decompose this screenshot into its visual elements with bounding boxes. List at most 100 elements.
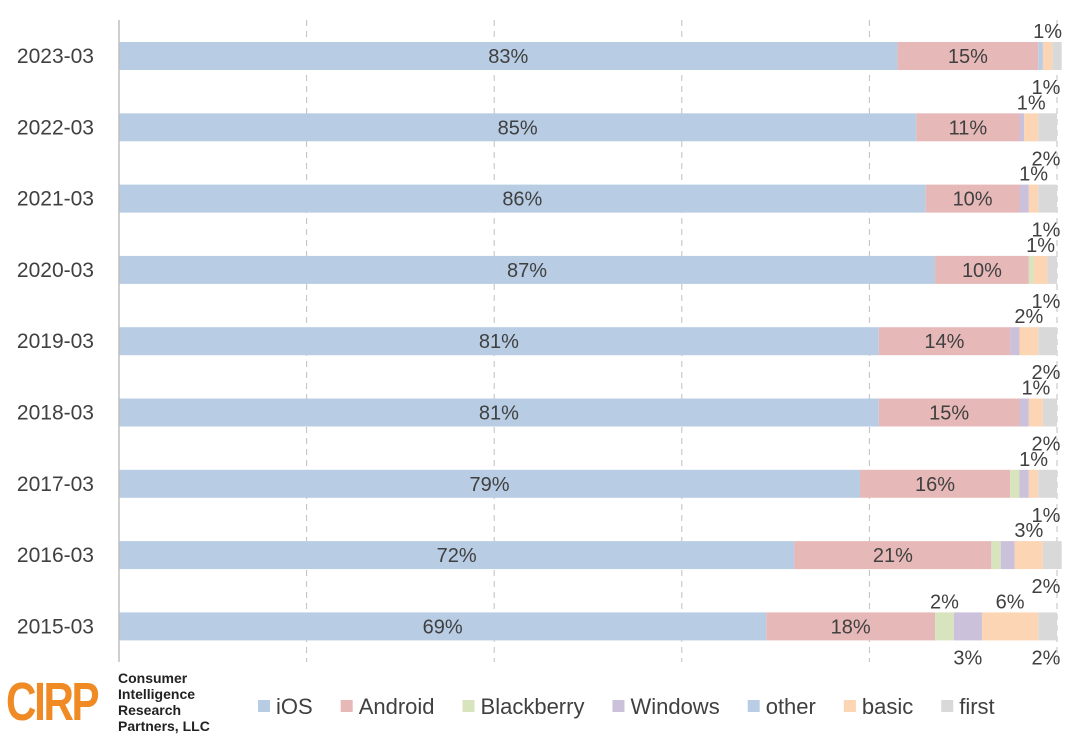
bar-segment-ios	[119, 541, 795, 570]
data-label: 1%	[1032, 220, 1061, 242]
legend-label: Blackberry	[481, 694, 585, 719]
logo-line: Partners, LLC	[118, 718, 210, 734]
category-tick-label: 2022-03	[17, 116, 94, 139]
legend-label: iOS	[276, 694, 313, 719]
data-label: 10%	[962, 260, 1002, 282]
bar-segment-basic	[1042, 42, 1053, 70]
data-label: 2%	[1032, 647, 1061, 669]
bar-segment-blackberry	[1010, 469, 1020, 498]
legend-swatch	[462, 700, 475, 712]
bar-segment-windows	[1000, 541, 1015, 570]
bar-segment-first	[1038, 469, 1057, 498]
logo-line: Consumer	[118, 670, 188, 686]
data-label: 18%	[831, 616, 871, 638]
legend-swatch	[747, 700, 760, 712]
bar-segment-first	[1047, 255, 1057, 284]
data-label: 1%	[1032, 77, 1061, 99]
legend-label: first	[959, 694, 994, 719]
bar-segment-first	[1042, 541, 1062, 570]
bar-segment-basic	[1028, 184, 1039, 213]
data-labels: 83% 15%1%1%85% 11%1%2%86% 10%1%1%87% 10%1%1%…	[423, 21, 1063, 669]
bar-segment-basic	[1033, 255, 1048, 284]
logo-mark: CIRP	[6, 672, 100, 732]
logo-line: Intelligence	[118, 686, 196, 702]
legend-swatch	[258, 700, 270, 712]
category-tick-label: 2023-03	[17, 45, 94, 68]
bar-segment-ios	[119, 113, 917, 142]
bar-segment-windows	[1019, 398, 1029, 427]
data-label: 2%	[1032, 362, 1061, 384]
bar-segment-windows	[953, 612, 982, 641]
category-tick-label: 2016-03	[17, 544, 94, 567]
data-label: 1%	[1026, 235, 1055, 257]
data-label: 14%	[924, 331, 964, 353]
bar-segment-blackberry	[991, 541, 1001, 570]
data-label: 72%	[437, 545, 477, 567]
data-label: 1%	[1017, 92, 1046, 114]
legend-swatch	[340, 700, 353, 712]
bar-segment-windows	[1019, 184, 1029, 213]
bar-segment-android	[766, 612, 936, 641]
bar-segment-basic	[1019, 327, 1039, 356]
company-logo: CIRP Consumer Intelligence Research Part…	[6, 668, 226, 740]
data-label: 15%	[929, 403, 969, 425]
bar-segment-ios	[119, 42, 898, 70]
legend-label: Android	[359, 694, 435, 719]
bar-segment-android	[935, 255, 1029, 284]
data-label: 2%	[930, 591, 959, 613]
data-label: 16%	[915, 474, 955, 496]
data-label: 2%	[1032, 434, 1061, 456]
data-label: 10%	[953, 189, 993, 211]
data-label: 11%	[949, 117, 988, 139]
legend-swatch	[941, 700, 954, 712]
bar-segment-blackberry	[1028, 255, 1034, 284]
data-label: 87%	[507, 260, 547, 282]
bar-segment-ios	[119, 612, 767, 641]
data-label: 1%	[1019, 164, 1048, 186]
legend-label: Windows	[630, 694, 719, 719]
category-tick-label: 2019-03	[17, 330, 94, 353]
data-label: 15%	[948, 46, 988, 68]
bar-segment-first	[1038, 113, 1057, 142]
data-label: 86%	[502, 189, 542, 211]
data-label: 1%	[1032, 505, 1061, 527]
bar-segment-basic	[1028, 398, 1043, 427]
category-tick-label: 2021-03	[17, 188, 94, 211]
bar-segment-ios	[119, 327, 879, 356]
bar-segment-android	[878, 327, 1011, 356]
data-label: 83%	[488, 46, 528, 68]
bar-segment-ios	[119, 255, 936, 284]
category-tick-label: 2020-03	[17, 259, 94, 282]
category-tick-label: 2017-03	[17, 473, 94, 496]
data-label: 81%	[479, 403, 519, 425]
data-label: 85%	[498, 117, 538, 139]
data-label: 1%	[1019, 449, 1048, 471]
bar-segment-basic	[981, 612, 1039, 641]
logo-wordmark: Consumer Intelligence Research Partners,…	[118, 670, 210, 734]
legend-swatch	[612, 700, 625, 712]
legend: iOS Android Blackberry Windows other basic fir…	[258, 694, 995, 719]
bar-segment-first	[1038, 327, 1057, 356]
data-label: 6%	[996, 591, 1025, 613]
data-label: 2%	[1032, 148, 1061, 170]
bar-segment-blackberry	[935, 612, 954, 641]
bar-segment-ios	[119, 184, 926, 213]
bar-segment-other	[1038, 42, 1043, 70]
bar-segment-android	[860, 469, 1011, 498]
legend-label: other	[766, 694, 816, 719]
data-label: 1%	[1032, 291, 1061, 313]
data-label: 3%	[953, 647, 982, 669]
bar-segment-android	[925, 184, 1020, 213]
logo-line: Research	[118, 702, 182, 718]
data-label: 2%	[1032, 576, 1061, 598]
bar-segment-ios	[119, 469, 861, 498]
bar-segment-first	[1052, 42, 1062, 70]
data-label: 1%	[1033, 21, 1062, 43]
bar-segment-android	[897, 42, 1039, 70]
bar-segment-first	[1038, 184, 1057, 213]
bars	[119, 42, 1062, 641]
bar-segment-basic	[1028, 469, 1039, 498]
bar-segment-windows	[1019, 113, 1025, 142]
legend-swatch	[843, 700, 856, 712]
